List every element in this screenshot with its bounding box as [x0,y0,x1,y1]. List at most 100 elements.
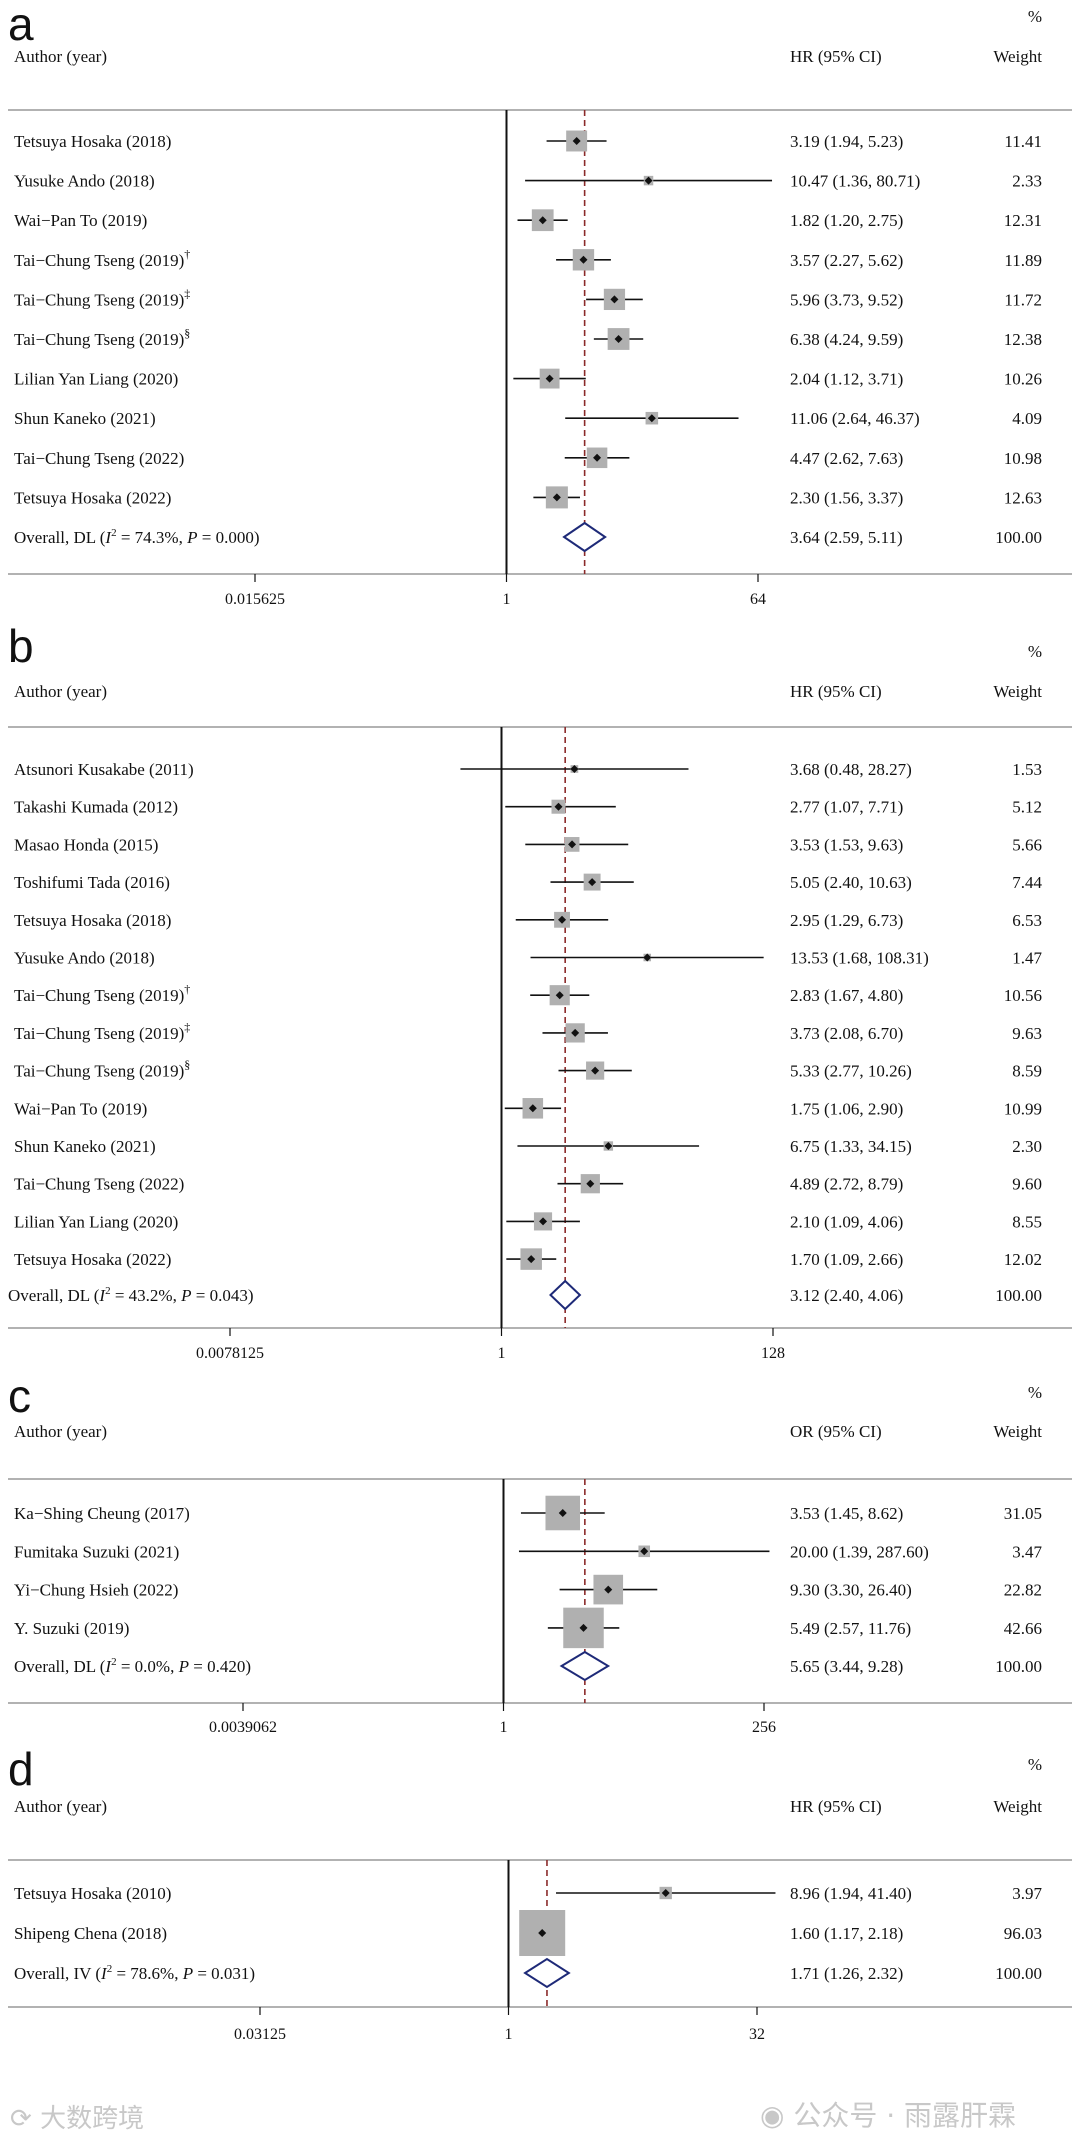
study-weight: 5.66 [1012,835,1042,854]
study-author: Masao Honda (2015) [14,835,158,854]
x-tick-label: 0.0039062 [209,1719,277,1736]
study-author: Shun Kaneko (2021) [14,409,156,428]
col-header-effect: HR (95% CI) [790,1797,882,1816]
study-author: Shipeng Chena (2018) [14,1924,167,1943]
study-effect-ci: 2.10 (1.09, 4.06) [790,1212,903,1231]
study-effect-ci: 6.75 (1.33, 34.15) [790,1137,912,1156]
x-tick-label: 1 [500,1719,508,1736]
x-tick-label: 0.0078125 [196,1345,264,1362]
col-header-weight: Weight [993,1797,1042,1816]
study-weight: 96.03 [1004,1924,1042,1943]
study-author: Takashi Kumada (2012) [14,798,178,817]
study-weight: 11.89 [1004,251,1042,270]
x-tick-label: 0.015625 [225,591,285,608]
study-point-estimate [568,840,577,849]
study-point-estimate [539,1217,548,1226]
col-header-effect: HR (95% CI) [790,47,882,66]
study-effect-ci: 10.47 (1.36, 80.71) [790,172,920,191]
study-effect-ci: 4.89 (2.72, 8.79) [790,1175,903,1194]
study-weight: 9.60 [1012,1175,1042,1194]
study-author: Lilian Yan Liang (2020) [14,1212,178,1231]
study-author: Atsunori Kusakabe (2011) [14,760,194,779]
study-weight: 12.31 [1004,211,1042,230]
study-effect-ci: 13.53 (1.68, 108.31) [790,949,929,968]
study-weight: 4.09 [1012,409,1042,428]
study-weight: 9.63 [1012,1024,1042,1043]
study-effect-ci: 5.05 (2.40, 10.63) [790,873,912,892]
study-weight: 10.56 [1004,986,1042,1005]
study-effect-ci: 2.77 (1.07, 7.71) [790,798,903,817]
overall-diamond [549,1279,582,1311]
study-author: Tetsuya Hosaka (2018) [14,911,171,930]
overall-label: Overall, DL (I2 = 74.3%, P = 0.000) [14,527,259,547]
study-author: Tai−Chung Tseng (2019)† [14,247,190,270]
study-effect-ci: 8.96 (1.94, 41.40) [790,1884,912,1903]
study-author: Tetsuya Hosaka (2018) [14,132,171,151]
overall-effect-ci: 1.71 (1.26, 2.32) [790,1964,903,1983]
study-effect-ci: 4.47 (2.62, 7.63) [790,449,903,468]
weight-percent-label: % [1028,7,1042,26]
study-point-estimate [593,453,602,462]
x-tick-label: 256 [752,1719,776,1736]
overall-effect-ci: 3.64 (2.59, 5.11) [790,528,903,547]
weight-percent-label: % [1028,1755,1042,1774]
study-point-estimate [528,1104,537,1113]
study-point-estimate [538,216,547,225]
study-effect-ci: 5.49 (2.57, 11.76) [790,1619,911,1638]
study-point-estimate [527,1255,536,1264]
col-header-effect: HR (95% CI) [790,682,882,701]
study-author: Tai−Chung Tseng (2019)† [14,982,190,1005]
study-effect-ci: 5.96 (3.73, 9.52) [790,290,903,309]
study-point-estimate [604,1142,613,1150]
study-effect-ci: 5.33 (2.77, 10.26) [790,1062,912,1081]
weight-percent-label: % [1028,642,1042,661]
study-point-estimate [579,255,588,264]
overall-weight: 100.00 [995,1286,1042,1305]
study-effect-ci: 3.57 (2.27, 5.62) [790,251,903,270]
study-point-estimate [579,1623,588,1632]
x-tick-label: 1 [503,591,511,608]
study-point-estimate [661,1889,670,1897]
study-effect-ci: 1.60 (1.17, 2.18) [790,1924,903,1943]
overall-label: Overall, DL (I2 = 0.0%, P = 0.420) [14,1656,251,1676]
study-author: Y. Suzuki (2019) [14,1619,129,1638]
study-effect-ci: 1.82 (1.20, 2.75) [790,211,903,230]
study-weight: 1.47 [1012,949,1042,968]
study-author: Tai−Chung Tseng (2019)§ [14,326,190,349]
study-author: Ka−Shing Cheung (2017) [14,1504,190,1523]
study-point-estimate [644,176,653,185]
study-weight: 42.66 [1004,1619,1042,1638]
study-weight: 11.41 [1004,132,1042,151]
study-point-estimate [647,414,656,423]
panel-letter-a: a [8,0,34,50]
study-author: Tai−Chung Tseng (2019)‡ [14,286,190,309]
study-point-estimate [555,991,564,1000]
study-author: Tetsuya Hosaka (2010) [14,1884,171,1903]
study-weight: 8.55 [1012,1212,1042,1231]
study-effect-ci: 2.95 (1.29, 6.73) [790,911,903,930]
study-weight: 12.02 [1004,1250,1042,1269]
study-point-estimate [604,1585,613,1594]
overall-diamond [562,521,607,553]
study-weight: 3.97 [1012,1884,1042,1903]
study-author: Lilian Yan Liang (2020) [14,370,178,389]
x-tick-label: 0.03125 [234,2026,286,2043]
study-weight: 31.05 [1004,1504,1042,1523]
col-header-weight: Weight [993,47,1042,66]
x-tick-label: 1 [505,2026,513,2043]
study-author: Tai−Chung Tseng (2019)§ [14,1058,190,1081]
study-author: Fumitaka Suzuki (2021) [14,1542,179,1561]
watermark-right: ◉ 公众号 · 雨露肝霖 [760,2099,1017,2132]
study-weight: 2.30 [1012,1137,1042,1156]
study-weight: 5.12 [1012,798,1042,817]
study-weight: 7.44 [1012,873,1042,892]
study-point-estimate [610,295,619,304]
study-author: Tetsuya Hosaka (2022) [14,1250,171,1269]
study-point-estimate [554,802,563,811]
study-weight: 10.26 [1004,370,1042,389]
col-header-author: Author (year) [14,47,107,66]
study-author: Tai−Chung Tseng (2019)‡ [14,1020,190,1043]
study-weight: 10.99 [1004,1099,1042,1118]
study-effect-ci: 3.19 (1.94, 5.23) [790,132,903,151]
